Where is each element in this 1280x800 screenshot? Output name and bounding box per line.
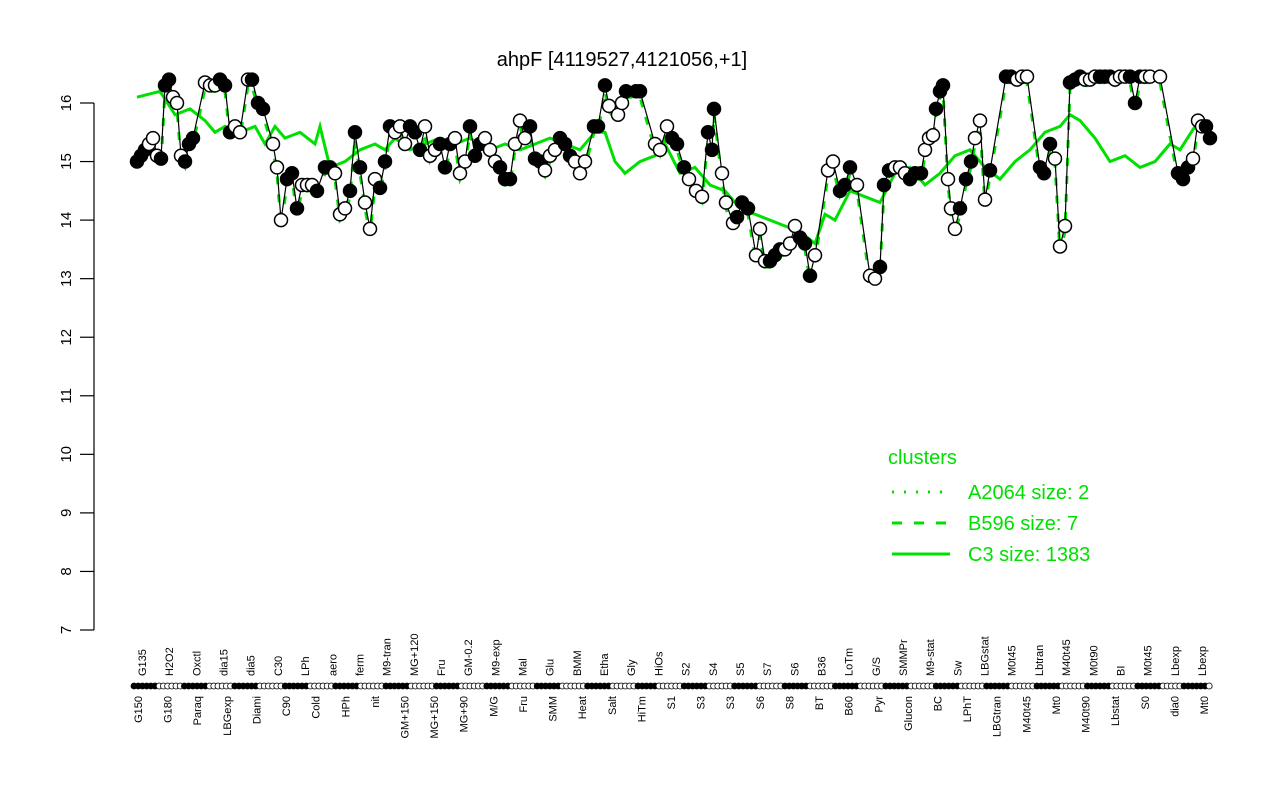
svg-text:S6: S6 bbox=[755, 696, 767, 709]
svg-text:Gly: Gly bbox=[626, 659, 638, 676]
svg-text:G135: G135 bbox=[137, 649, 149, 676]
svg-text:Lbstat: Lbstat bbox=[1110, 696, 1122, 726]
svg-text:ferm: ferm bbox=[354, 654, 366, 676]
svg-text:14: 14 bbox=[58, 212, 75, 229]
svg-text:Lbtran: Lbtran bbox=[1034, 645, 1046, 676]
svg-text:dia5: dia5 bbox=[246, 655, 258, 676]
svg-text:SMMPr: SMMPr bbox=[898, 639, 910, 676]
svg-text:S2: S2 bbox=[681, 663, 693, 676]
svg-text:LBGtran: LBGtran bbox=[992, 696, 1004, 737]
observed-series bbox=[129, 69, 1218, 286]
svg-text:GM-0.2: GM-0.2 bbox=[463, 639, 475, 676]
svg-text:BI: BI bbox=[1115, 666, 1127, 676]
svg-text:MG+120: MG+120 bbox=[409, 634, 421, 677]
chart-title: ahpF [4119527,4121056,+1] bbox=[497, 49, 747, 71]
svg-text:BT: BT bbox=[814, 696, 826, 710]
svg-text:S0: S0 bbox=[1140, 696, 1152, 709]
svg-text:S4: S4 bbox=[708, 663, 720, 676]
svg-text:G150: G150 bbox=[133, 696, 145, 723]
svg-text:Paraq: Paraq bbox=[192, 696, 204, 725]
svg-text:Salt: Salt bbox=[607, 696, 619, 715]
svg-text:9: 9 bbox=[58, 509, 75, 517]
svg-text:B596 size: 7: B596 size: 7 bbox=[968, 513, 1078, 535]
svg-text:16: 16 bbox=[58, 95, 75, 112]
svg-text:Fru: Fru bbox=[518, 696, 530, 713]
legend: clusters A2064 size: 2 B596 size: 7 C3 siz… bbox=[888, 447, 1090, 566]
svg-text:M40t45: M40t45 bbox=[1061, 639, 1073, 676]
svg-text:nit: nit bbox=[370, 696, 382, 708]
svg-text:S3: S3 bbox=[725, 696, 737, 709]
svg-text:M0t45: M0t45 bbox=[1143, 645, 1155, 676]
svg-text:S5: S5 bbox=[735, 663, 747, 676]
svg-text:Lbexp: Lbexp bbox=[1197, 646, 1209, 676]
svg-text:aero: aero bbox=[327, 654, 339, 676]
svg-text:10: 10 bbox=[58, 446, 75, 463]
svg-text:Glu: Glu bbox=[545, 659, 557, 676]
svg-text:Oxctl: Oxctl bbox=[191, 651, 203, 676]
svg-text:H2O2: H2O2 bbox=[164, 647, 176, 676]
svg-text:S8: S8 bbox=[784, 696, 796, 709]
legend-title: clusters bbox=[888, 447, 957, 469]
svg-text:Mt0: Mt0 bbox=[1051, 696, 1063, 714]
svg-text:M/G: M/G bbox=[488, 696, 500, 717]
svg-text:8: 8 bbox=[58, 567, 75, 575]
svg-text:15: 15 bbox=[58, 153, 75, 170]
svg-text:G180: G180 bbox=[163, 696, 175, 723]
svg-text:Cold: Cold bbox=[311, 696, 323, 719]
svg-text:Heat: Heat bbox=[577, 696, 589, 719]
svg-text:LBGexp: LBGexp bbox=[222, 696, 234, 736]
svg-text:dia15: dia15 bbox=[219, 649, 231, 676]
svg-text:S1: S1 bbox=[666, 696, 678, 709]
svg-text:SMM: SMM bbox=[548, 696, 560, 722]
svg-text:Mal: Mal bbox=[518, 658, 530, 676]
svg-text:Mt0: Mt0 bbox=[1199, 696, 1211, 714]
svg-text:M9-stat: M9-stat bbox=[925, 639, 937, 676]
svg-text:B36: B36 bbox=[816, 656, 828, 676]
svg-text:Sw: Sw bbox=[952, 661, 964, 676]
svg-text:M0t45: M0t45 bbox=[1007, 645, 1019, 676]
svg-text:13: 13 bbox=[58, 270, 75, 287]
svg-text:LBGstat: LBGstat bbox=[980, 636, 992, 676]
svg-text:7: 7 bbox=[58, 626, 75, 634]
svg-text:A2064 size: 2: A2064 size: 2 bbox=[968, 482, 1089, 504]
svg-text:Lbexp: Lbexp bbox=[1170, 646, 1182, 676]
svg-text:LPh: LPh bbox=[300, 656, 312, 676]
svg-text:S7: S7 bbox=[762, 663, 774, 676]
svg-text:HiTm: HiTm bbox=[636, 696, 648, 722]
svg-text:B60: B60 bbox=[844, 696, 856, 716]
svg-text:11: 11 bbox=[58, 388, 75, 404]
svg-text:C3 size: 1383: C3 size: 1383 bbox=[968, 544, 1090, 566]
svg-text:S6: S6 bbox=[789, 663, 801, 676]
svg-text:C90: C90 bbox=[281, 696, 293, 716]
svg-text:HPh: HPh bbox=[340, 696, 352, 717]
svg-text:Etha: Etha bbox=[599, 652, 611, 676]
svg-text:M40t90: M40t90 bbox=[1081, 696, 1093, 733]
svg-text:Diami: Diami bbox=[251, 696, 263, 724]
svg-text:dia0: dia0 bbox=[1169, 696, 1181, 717]
cluster-c3-line bbox=[136, 89, 1211, 247]
svg-text:MG+90: MG+90 bbox=[459, 696, 471, 732]
svg-text:C30: C30 bbox=[273, 656, 285, 676]
svg-text:M9-exp: M9-exp bbox=[490, 639, 502, 676]
svg-text:M9-tran: M9-tran bbox=[382, 638, 394, 676]
svg-text:BMM: BMM bbox=[572, 650, 584, 676]
svg-text:BC: BC bbox=[933, 696, 945, 711]
svg-text:GM+150: GM+150 bbox=[400, 696, 412, 739]
y-axis: 7 8 9 10 11 12 13 14 15 16 bbox=[58, 95, 95, 634]
svg-text:HiOs: HiOs bbox=[653, 651, 665, 676]
svg-text:LPhT: LPhT bbox=[962, 696, 974, 723]
svg-text:12: 12 bbox=[58, 329, 75, 346]
svg-text:Pyr: Pyr bbox=[873, 696, 885, 713]
svg-text:Fru: Fru bbox=[436, 660, 448, 677]
svg-text:MG+150: MG+150 bbox=[429, 696, 441, 739]
x-axis-labels: G135 H2O2 Oxctl dia15 dia5 C30 LPh aero ferm M9-t… bbox=[130, 634, 1213, 739]
svg-text:S3: S3 bbox=[696, 696, 708, 709]
svg-text:M0t90: M0t90 bbox=[1088, 645, 1100, 676]
svg-text:Glucon: Glucon bbox=[903, 696, 915, 731]
svg-text:LoTm: LoTm bbox=[844, 648, 856, 676]
svg-text:M40t45: M40t45 bbox=[1021, 696, 1033, 733]
svg-text:G/S: G/S bbox=[871, 657, 883, 676]
